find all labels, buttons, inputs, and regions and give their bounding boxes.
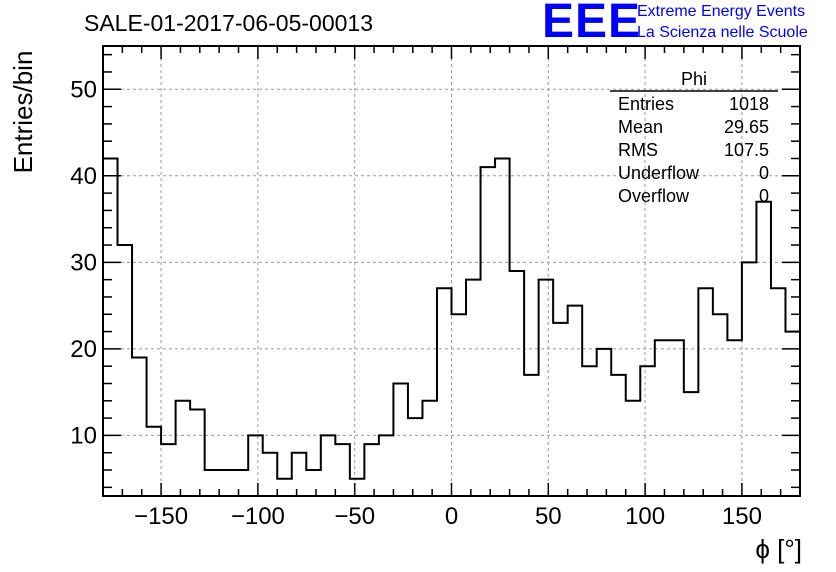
grid-layer — [103, 46, 800, 496]
x-tick-label: 0 — [445, 503, 458, 530]
y-tick-label: 50 — [70, 76, 97, 103]
logo-line-1: Extreme Energy Events — [637, 3, 806, 20]
histogram-line — [103, 63, 801, 480]
x-axis-label: ϕ [°] — [755, 534, 802, 564]
x-tick-label: −50 — [334, 503, 375, 530]
y-tick-label: 40 — [70, 163, 97, 190]
stats-label-underflow: Underflow — [618, 163, 700, 183]
x-tick-label: −150 — [134, 503, 188, 530]
stats-value-underflow: 0 — [759, 163, 769, 183]
stats-value-rms: 107.5 — [724, 140, 769, 160]
x-tick-label: 50 — [535, 503, 562, 530]
x-tick-label: 150 — [722, 503, 762, 530]
stats-title: Phi — [681, 69, 707, 89]
y-tick-label: 30 — [70, 249, 97, 276]
stats-label-mean: Mean — [618, 117, 663, 137]
chart-title: SALE-01-2017-06-05-00013 — [84, 10, 373, 36]
y-tick-label: 20 — [70, 336, 97, 363]
stats-box: Phi Entries 1018 Mean 29.65 RMS 107.5 Un… — [610, 69, 778, 206]
tick-label-layer: −150 −100 −50 0 50 100 150 10 20 30 40 50 — [70, 76, 762, 530]
x-tick-label: −100 — [231, 503, 285, 530]
stats-label-entries: Entries — [618, 94, 674, 114]
logo-line-2: La Scienza nelle Scuole — [637, 24, 808, 41]
stats-value-mean: 29.65 — [724, 117, 769, 137]
tick-layer — [102, 46, 801, 496]
x-tick-label: 100 — [625, 503, 665, 530]
stats-label-overflow: Overflow — [618, 186, 690, 206]
stats-value-overflow: 0 — [759, 186, 769, 206]
y-axis-label: Entries/bin — [8, 51, 38, 174]
y-tick-label: 10 — [70, 422, 97, 449]
stats-label-rms: RMS — [618, 140, 658, 160]
eee-logo: EEE — [542, 0, 642, 48]
stats-value-entries: 1018 — [729, 94, 769, 114]
